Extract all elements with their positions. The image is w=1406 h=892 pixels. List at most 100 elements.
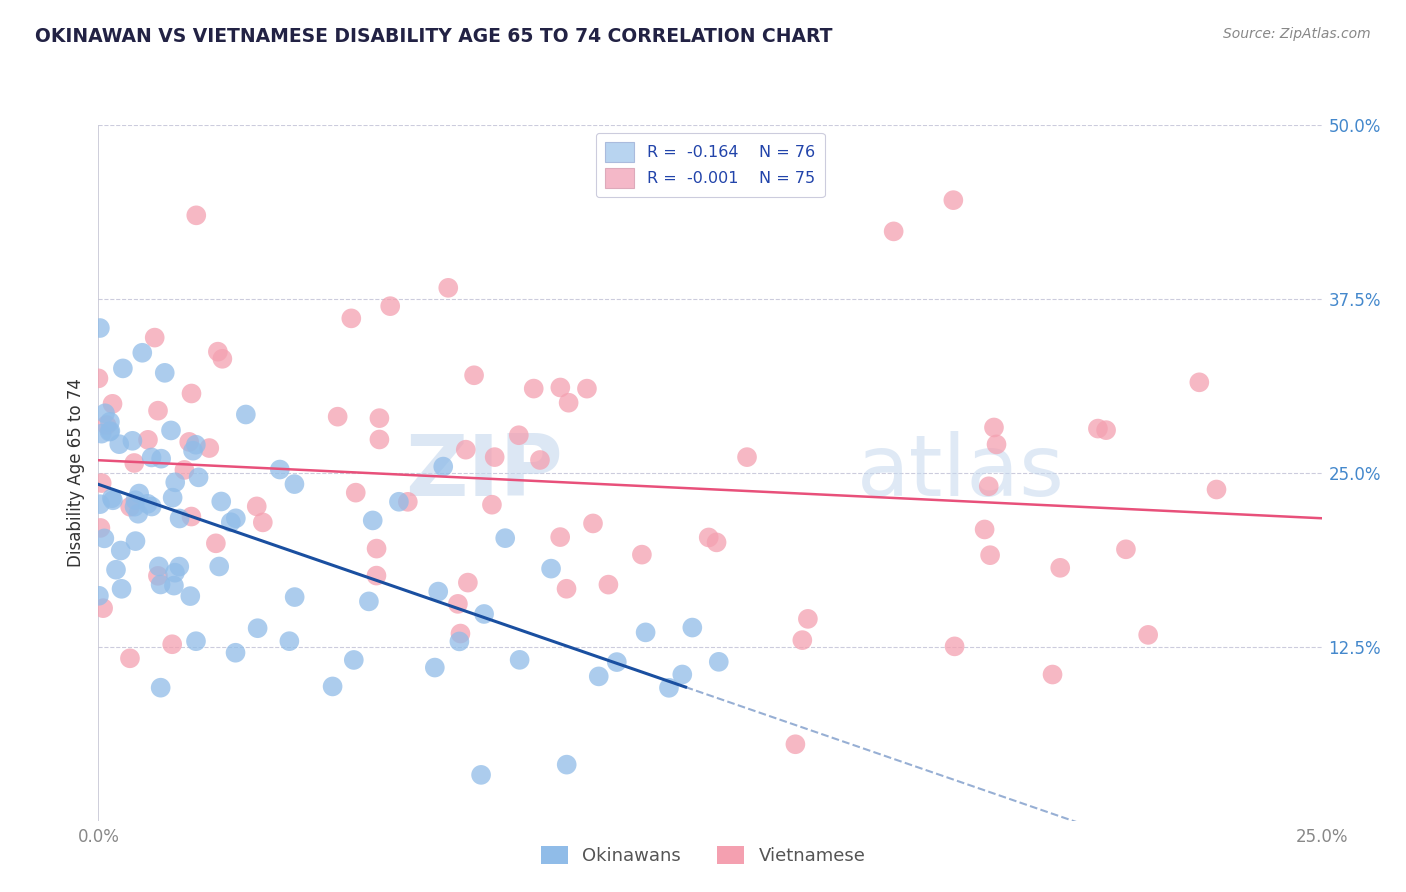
Point	[449, 634, 471, 648]
Point	[1205, 483, 1227, 497]
Point	[555, 582, 578, 596]
Point	[1188, 376, 1211, 390]
Point	[550, 380, 572, 394]
Point	[1042, 667, 1064, 681]
Point	[357, 594, 380, 608]
Point	[269, 462, 291, 476]
Point	[735, 450, 758, 464]
Point	[122, 456, 145, 470]
Point	[173, 463, 195, 477]
Point	[91, 601, 114, 615]
Point	[588, 669, 610, 683]
Point	[785, 737, 807, 751]
Point	[681, 621, 703, 635]
Point	[283, 477, 305, 491]
Point	[89, 497, 111, 511]
Text: Source: ZipAtlas.com: Source: ZipAtlas.com	[1223, 27, 1371, 41]
Point	[368, 411, 391, 425]
Point	[209, 494, 232, 508]
Point	[149, 681, 172, 695]
Point	[127, 507, 149, 521]
Point	[118, 651, 141, 665]
Point	[186, 208, 208, 222]
Point	[179, 589, 201, 603]
Point	[326, 409, 349, 424]
Point	[977, 479, 1000, 493]
Point	[1115, 542, 1137, 557]
Point	[120, 500, 142, 514]
Point	[1087, 421, 1109, 435]
Point	[671, 667, 693, 681]
Point	[278, 634, 301, 648]
Point	[246, 500, 269, 514]
Point	[110, 582, 132, 596]
Point	[163, 566, 186, 580]
Point	[219, 515, 242, 529]
Point	[111, 361, 134, 376]
Point	[942, 193, 965, 207]
Point	[235, 408, 257, 422]
Point	[101, 397, 124, 411]
Point	[141, 500, 163, 514]
Point	[184, 438, 207, 452]
Point	[340, 311, 363, 326]
Point	[1137, 628, 1160, 642]
Point	[110, 543, 132, 558]
Legend: R =  -0.164    N = 76, R =  -0.001    N = 75: R = -0.164 N = 76, R = -0.001 N = 75	[596, 133, 824, 197]
Point	[449, 626, 471, 640]
Point	[658, 681, 681, 695]
Point	[246, 621, 269, 635]
Point	[149, 577, 172, 591]
Point	[163, 579, 186, 593]
Point	[225, 511, 247, 525]
Point	[707, 655, 730, 669]
Point	[396, 495, 419, 509]
Point	[87, 371, 110, 385]
Text: OKINAWAN VS VIETNAMESE DISABILITY AGE 65 TO 74 CORRELATION CHART: OKINAWAN VS VIETNAMESE DISABILITY AGE 65…	[35, 27, 832, 45]
Point	[131, 345, 153, 359]
Point	[162, 491, 184, 505]
Point	[207, 344, 229, 359]
Point	[128, 486, 150, 500]
Point	[598, 577, 620, 591]
Point	[181, 443, 204, 458]
Point	[136, 497, 159, 511]
Point	[979, 548, 1001, 562]
Point	[472, 607, 495, 621]
Point	[169, 511, 191, 525]
Point	[101, 493, 124, 508]
Point	[457, 575, 479, 590]
Point	[105, 563, 128, 577]
Point	[540, 561, 562, 575]
Point	[555, 757, 578, 772]
Point	[198, 441, 221, 455]
Point	[180, 509, 202, 524]
Point	[606, 655, 628, 669]
Point	[101, 491, 124, 506]
Point	[124, 500, 146, 514]
Point	[481, 498, 503, 512]
Point	[322, 680, 344, 694]
Legend: Okinawans, Vietnamese: Okinawans, Vietnamese	[531, 837, 875, 874]
Point	[124, 534, 146, 549]
Point	[508, 428, 530, 442]
Point	[89, 321, 111, 335]
Point	[423, 660, 446, 674]
Point	[463, 368, 485, 383]
Point	[252, 516, 274, 530]
Point	[96, 418, 118, 433]
Point	[943, 640, 966, 654]
Point	[494, 531, 516, 545]
Point	[179, 434, 201, 449]
Point	[792, 633, 814, 648]
Point	[557, 395, 579, 409]
Point	[523, 382, 546, 396]
Point	[89, 521, 111, 535]
Point	[93, 532, 115, 546]
Point	[87, 589, 110, 603]
Point	[184, 634, 207, 648]
Point	[797, 612, 820, 626]
Point	[344, 485, 367, 500]
Point	[432, 459, 454, 474]
Point	[136, 433, 159, 447]
